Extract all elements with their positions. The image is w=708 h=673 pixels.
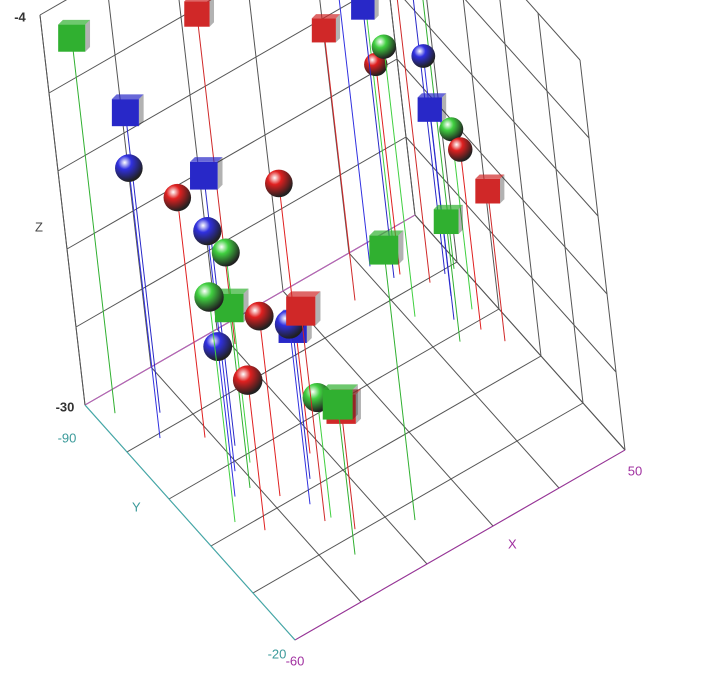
sphere-point <box>411 44 436 68</box>
sphere-point <box>194 282 224 312</box>
grid-line <box>48 0 212 94</box>
drop-line <box>247 380 266 531</box>
grid-line <box>579 59 626 451</box>
cube-point <box>433 204 463 235</box>
grid-line <box>537 12 584 404</box>
drop-line <box>340 409 356 530</box>
y-tick-label: -20 <box>268 646 287 661</box>
y-axis-line <box>84 404 296 641</box>
cube-point <box>184 0 215 27</box>
drop-line <box>128 168 161 439</box>
grid-line <box>150 366 362 603</box>
cube-point <box>351 0 379 20</box>
drop-line <box>383 250 416 521</box>
cube-point <box>286 291 321 326</box>
grid-line <box>499 0 542 357</box>
cube-point <box>475 174 505 204</box>
grid-line <box>75 136 407 328</box>
drop-line <box>383 46 416 317</box>
grid-line <box>414 214 626 451</box>
sphere-point <box>244 301 274 331</box>
grid-line <box>404 0 599 217</box>
drop-line <box>292 328 311 479</box>
drop-line <box>258 316 281 497</box>
drop-line <box>445 221 461 342</box>
grid-line <box>465 0 590 139</box>
x-axis-label: X <box>508 536 517 551</box>
grid-line <box>462 0 500 310</box>
drop-line <box>288 324 311 505</box>
drop-line <box>487 191 506 342</box>
grid-line <box>405 136 617 373</box>
drop-line <box>217 346 236 497</box>
drop-line <box>176 197 206 438</box>
grid-line <box>389 0 416 216</box>
x-tick-label: 50 <box>628 463 642 478</box>
drop-line <box>300 310 326 522</box>
grid-line <box>525 0 581 61</box>
grid-line <box>178 0 218 330</box>
cube-point <box>417 93 447 122</box>
z-tick-label: -30 <box>56 399 75 414</box>
grid-line <box>389 0 416 216</box>
sphere-point <box>203 332 233 361</box>
drop-line <box>71 38 116 414</box>
drop-line <box>337 404 356 555</box>
grid-line <box>252 402 584 594</box>
cube-point <box>369 230 404 265</box>
grid-line <box>66 58 398 250</box>
sphere-point <box>115 154 143 182</box>
drop-line <box>316 397 332 518</box>
cube-point <box>111 94 144 127</box>
z-axis-line <box>39 14 86 406</box>
sphere-point <box>447 137 473 162</box>
x-axis-line <box>294 449 626 641</box>
grid-line <box>282 290 494 527</box>
z-tick-label: -4 <box>14 9 26 24</box>
grid-line <box>248 0 284 292</box>
sphere-point <box>371 34 397 59</box>
sphere-point <box>265 169 293 198</box>
z-axis-label: Z <box>35 219 43 234</box>
cube-point <box>311 14 341 43</box>
drop-line <box>459 149 482 330</box>
sphere-point <box>193 217 222 246</box>
drop-line <box>225 252 251 463</box>
y-tick-label: -90 <box>58 430 77 445</box>
drop-line <box>364 0 395 253</box>
grid-line <box>210 355 542 547</box>
marks <box>58 0 506 555</box>
sphere-point <box>163 183 192 212</box>
y-axis-label: Y <box>132 499 141 514</box>
drop-line <box>208 296 236 523</box>
sphere-point <box>439 117 464 142</box>
grid-line <box>426 0 458 263</box>
drop-line <box>396 0 431 283</box>
grid-line <box>108 0 152 368</box>
grid-line <box>126 261 458 453</box>
cube-point <box>322 384 358 420</box>
sphere-point <box>211 238 240 267</box>
cube-point <box>58 19 91 52</box>
grid-line <box>319 0 350 254</box>
drop-line <box>338 0 371 267</box>
drop-line <box>323 30 356 301</box>
cube-point <box>190 157 223 190</box>
sphere-point <box>232 365 263 395</box>
x-tick-label: -60 <box>286 653 305 668</box>
grid-line <box>57 0 357 172</box>
grid-line <box>348 252 560 489</box>
drop-line <box>228 307 251 489</box>
